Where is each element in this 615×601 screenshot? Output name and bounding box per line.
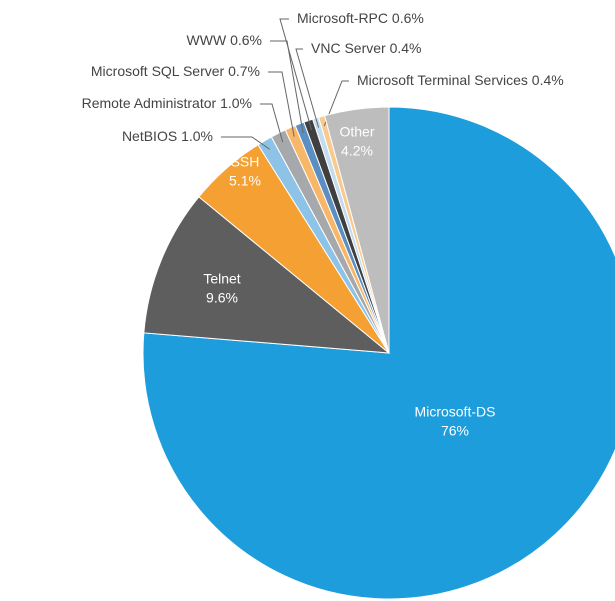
slice-value-label: 0.4% — [390, 40, 422, 56]
slice-value-label: 1.0% — [181, 128, 213, 144]
slice-name: Microsoft SQL Server — [91, 63, 225, 79]
pie-slice — [142, 106, 615, 600]
slice-name: Remote Administrator — [82, 95, 217, 111]
pie-slice — [143, 196, 391, 354]
slice-value-label: 4.2% — [341, 143, 373, 159]
slice-name: Microsoft-RPC — [297, 10, 388, 26]
slice-name: WWW — [187, 32, 227, 48]
slice-label: VNC Server 0.4% — [311, 40, 422, 56]
slice-value-label: 76% — [441, 423, 469, 439]
slice-label: Other — [339, 124, 374, 140]
slice-label: Microsoft SQL Server 0.7% — [91, 63, 260, 79]
slice-value-label: 0.4% — [532, 72, 564, 88]
leader-line — [221, 136, 270, 150]
pie-slice — [323, 106, 390, 354]
slice-label: SSH — [231, 154, 260, 170]
leader-line — [279, 18, 312, 131]
slice-name: NetBIOS — [122, 128, 177, 144]
slice-label: Microsoft-DS — [415, 404, 496, 420]
slice-value-label: 9.6% — [206, 290, 238, 306]
slice-label: Remote Administrator 1.0% — [82, 95, 252, 111]
leader-line — [260, 103, 284, 143]
slice-value-label: 0.6% — [392, 10, 424, 26]
slice-label: NetBIOS 1.0% — [122, 128, 213, 144]
leader-line — [270, 40, 304, 134]
slice-value-label: 0.6% — [230, 32, 262, 48]
slice-label: Microsoft-RPC 0.6% — [297, 10, 424, 26]
slice-name: Microsoft Terminal Services — [357, 72, 528, 88]
leader-line — [295, 48, 320, 128]
leader-line — [268, 71, 295, 137]
slice-label: WWW 0.6% — [187, 32, 262, 48]
leader-line — [323, 80, 349, 127]
slice-value-label: 0.7% — [228, 63, 260, 79]
slice-label: Microsoft Terminal Services 0.4% — [357, 72, 564, 88]
slice-value-label: 5.1% — [229, 173, 261, 189]
slice-value-label: 1.0% — [220, 95, 252, 111]
slice-label: Telnet — [203, 271, 240, 287]
slice-name: VNC Server — [311, 40, 386, 56]
